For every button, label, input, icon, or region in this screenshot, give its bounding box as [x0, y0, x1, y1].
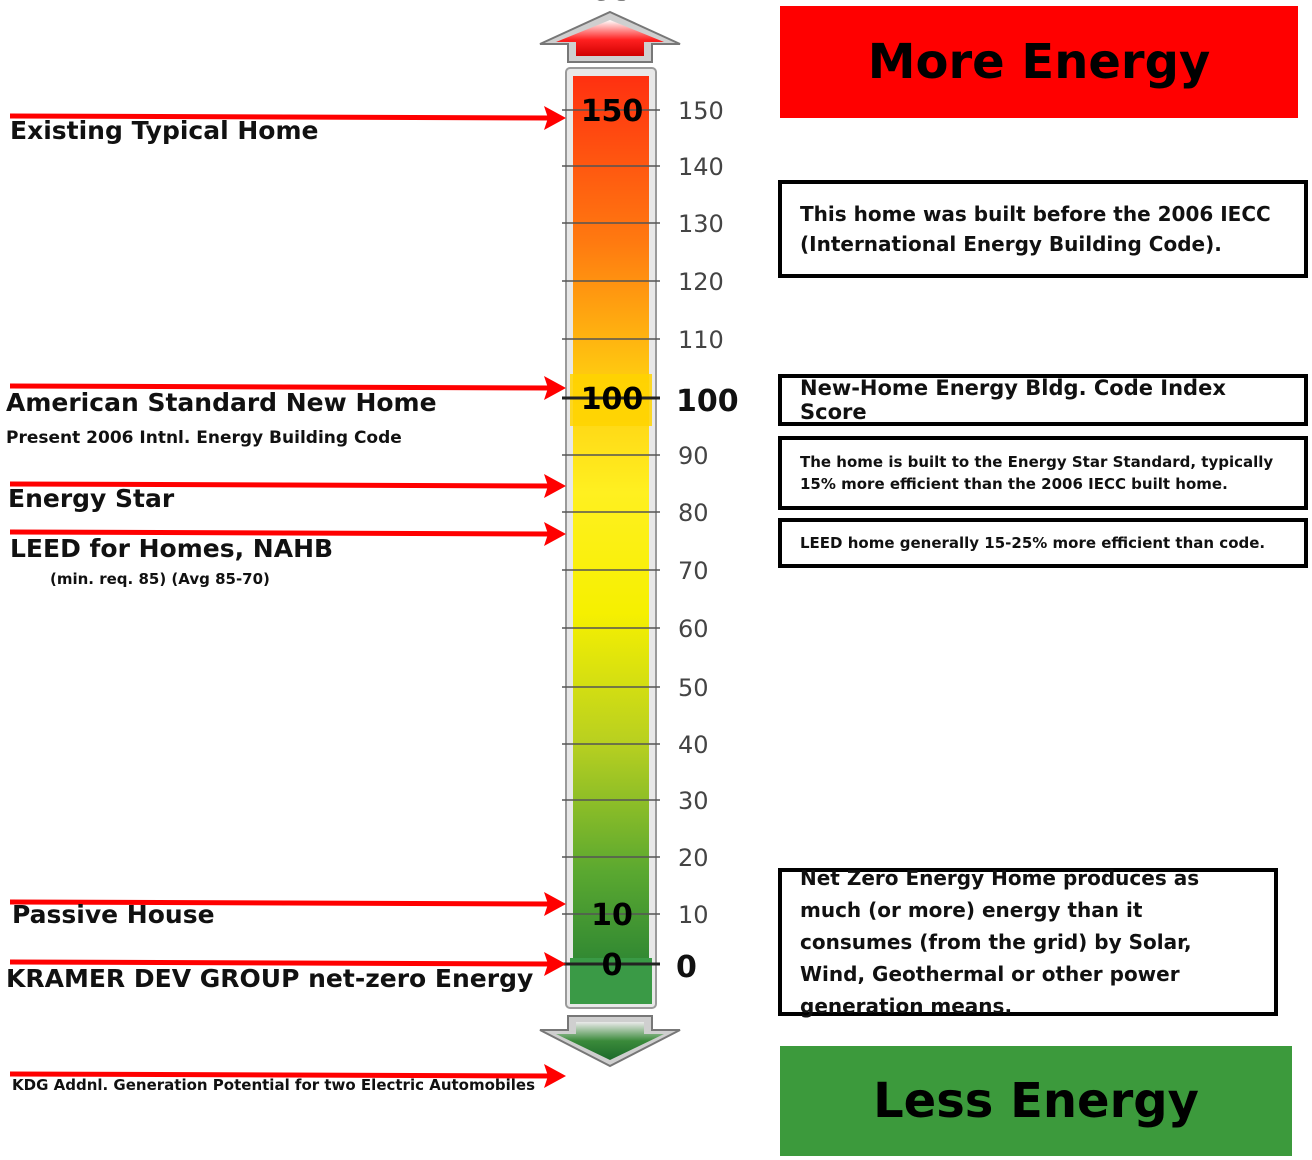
tick-label-40: 40 [678, 731, 709, 759]
tick-label-100: 100 [676, 384, 739, 419]
tick-label-30: 30 [678, 787, 709, 815]
info-box-net-zero-text: Net Zero Energy Home produces as much (o… [800, 866, 1200, 1018]
label-passive-house: Passive House [12, 900, 215, 929]
tick-label-10: 10 [678, 901, 709, 929]
pointer-arrows [9, 106, 566, 1088]
more-energy-label: More Energy [867, 34, 1211, 90]
less-energy-banner: Less Energy [780, 1046, 1292, 1156]
tick-label-0: 0 [676, 950, 697, 985]
marker-100: 100 [581, 382, 644, 417]
info-box-code-index-text: New-Home Energy Bldg. Code Index Score [800, 376, 1226, 424]
up-arrow-icon [539, 10, 681, 63]
arrow-kdg-additional [9, 1064, 566, 1088]
value-markers: 1501008575100 [581, 0, 644, 983]
arrow-leed [9, 522, 566, 546]
arrow-kramer [9, 952, 566, 976]
label-american-standard: American Standard New Home [6, 388, 437, 417]
more-energy-banner: More Energy [780, 6, 1298, 118]
label-leed-sub: (min. req. 85) (Avg 85-70) [50, 570, 270, 588]
tick-label-90: 90 [678, 442, 709, 470]
label-american-standard-sub: Present 2006 Intnl. Energy Building Code [6, 428, 402, 448]
scale-gradient-bar [573, 76, 649, 1002]
arrow-passive-house [9, 892, 566, 916]
info-box-energy-star: The home is built to the Energy Star Sta… [778, 436, 1308, 510]
tick-label-120: 120 [678, 268, 724, 296]
label-leed: LEED for Homes, NAHB [10, 534, 334, 563]
label-existing-home: Existing Typical Home [10, 116, 319, 145]
marker-0: 0 [602, 948, 623, 983]
marker-10: 10 [591, 898, 633, 933]
less-energy-label: Less Energy [873, 1073, 1199, 1129]
marker-75: 75 [591, 0, 633, 8]
info-box-code-index: New-Home Energy Bldg. Code Index Score [778, 374, 1308, 426]
marker-0-highlight [570, 958, 652, 1004]
tick-label-140: 140 [678, 153, 724, 181]
tick-label-110: 110 [678, 326, 724, 354]
info-box-iecc-2006-text: This home was built before the 2006 IECC… [800, 202, 1271, 256]
marker-85: 85 [591, 0, 633, 8]
tick-label-80: 80 [678, 499, 709, 527]
info-box-leed: LEED home generally 15-25% more efficien… [778, 518, 1308, 568]
label-kramer: KRAMER DEV GROUP net-zero Energy [6, 964, 534, 993]
tick-label-130: 130 [678, 210, 724, 238]
arrow-existing-home [9, 106, 566, 130]
tick-label-50: 50 [678, 674, 709, 702]
tick-label-60: 60 [678, 615, 709, 643]
label-kdg-additional: KDG Addnl. Generation Potential for two … [12, 1076, 536, 1094]
marker-100-highlight [570, 374, 652, 426]
marker-150: 150 [581, 94, 644, 129]
down-arrow-icon [539, 1015, 681, 1068]
arrow-american-standard [9, 376, 566, 400]
info-box-energy-star-text: The home is built to the Energy Star Sta… [800, 453, 1274, 493]
info-box-net-zero: Net Zero Energy Home produces as much (o… [778, 866, 1278, 1018]
info-box-iecc-2006: This home was built before the 2006 IECC… [778, 180, 1308, 278]
label-energy-star: Energy Star [8, 484, 175, 513]
tick-label-150: 150 [678, 97, 724, 125]
tick-label-20: 20 [678, 844, 709, 872]
info-box-leed-text: LEED home generally 15-25% more efficien… [800, 534, 1266, 552]
tick-label-70: 70 [678, 557, 709, 585]
arrow-energy-star [9, 474, 566, 498]
